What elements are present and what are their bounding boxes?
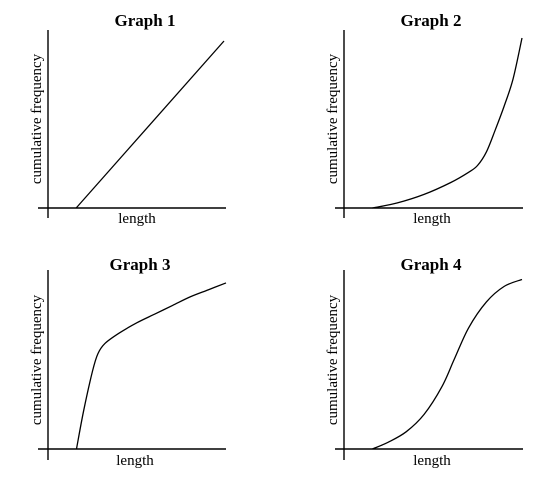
y-axis-label: cumulative frequency bbox=[29, 294, 45, 425]
y-axis-label: cumulative frequency bbox=[325, 294, 341, 425]
chart-title: Graph 3 bbox=[110, 255, 171, 274]
cumulative-frequency-curve bbox=[372, 37, 523, 209]
panel-graph-1: Graph 1 length cumulative frequency bbox=[29, 11, 226, 227]
chart-title: Graph 4 bbox=[401, 255, 462, 274]
y-axis-label: cumulative frequency bbox=[29, 53, 45, 184]
y-axis-label: cumulative frequency bbox=[325, 53, 341, 184]
x-axis-label: length bbox=[118, 211, 156, 227]
panel-graph-3: Graph 3 length cumulative frequency bbox=[29, 255, 227, 469]
x-axis-label: length bbox=[116, 453, 154, 469]
chart-title: Graph 2 bbox=[401, 11, 462, 30]
cumulative-frequency-curve bbox=[372, 278, 523, 450]
panel-graph-4: Graph 4 length cumulative frequency bbox=[325, 255, 523, 469]
panel-graph-2: Graph 2 length cumulative frequency bbox=[325, 11, 523, 227]
x-axis-label: length bbox=[413, 211, 451, 227]
cumulative-frequency-curve bbox=[75, 282, 227, 450]
x-axis-label: length bbox=[413, 453, 451, 469]
cumulative-frequency-curve bbox=[75, 40, 225, 209]
chart-title: Graph 1 bbox=[115, 11, 176, 30]
